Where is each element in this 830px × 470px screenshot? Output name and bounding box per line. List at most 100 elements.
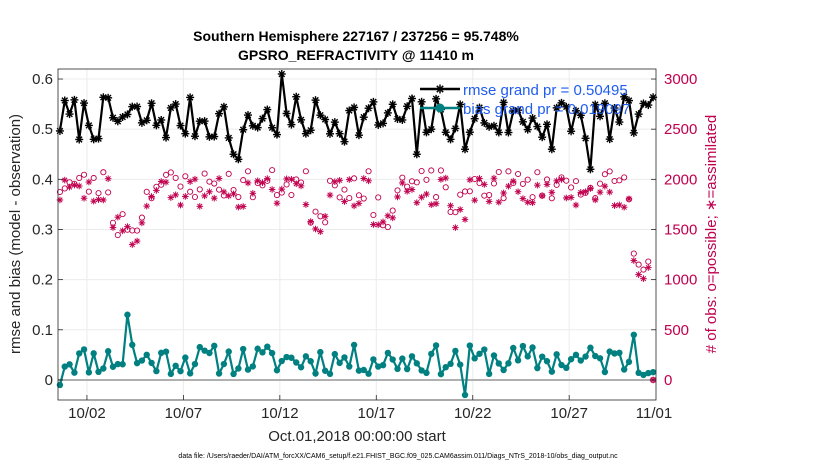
data-point-assimilated (239, 203, 247, 210)
series-assimilated (56, 174, 657, 384)
data-point-rmse (60, 96, 69, 105)
data-point-assimilated (264, 175, 271, 182)
data-point-bias (201, 347, 208, 354)
data-point-assimilated (148, 193, 155, 200)
data-point-assimilated (471, 196, 478, 204)
data-point-assimilated (591, 196, 599, 204)
data-point-possible (341, 186, 348, 193)
data-point-assimilated (273, 199, 281, 207)
y-axis-right-label: # of obs: o=possible; ∗=assimilated (703, 115, 720, 354)
data-point-rmse (629, 128, 638, 137)
data-point-possible (235, 193, 242, 201)
data-point-bias (548, 368, 556, 375)
data-point-possible (466, 188, 473, 195)
data-point-assimilated (283, 175, 290, 183)
data-point-rmse (147, 99, 156, 108)
data-point-bias (567, 355, 575, 363)
data-point-possible (114, 232, 121, 239)
data-point-assimilated (61, 176, 69, 184)
data-point-assimilated (128, 241, 136, 248)
data-point-rmse (644, 101, 653, 110)
data-point-possible (100, 169, 107, 176)
data-point-bias (543, 358, 551, 365)
data-point-assimilated (114, 213, 122, 221)
data-point-bias (394, 365, 401, 373)
data-point-assimilated (331, 178, 339, 186)
plot-frame (57, 68, 657, 401)
data-point-assimilated (476, 175, 483, 182)
data-point-bias (211, 342, 218, 350)
data-point-possible (312, 208, 319, 215)
data-point-rmse (393, 114, 402, 123)
y-right-tick-label: 3000 (664, 71, 697, 88)
data-point-rmse (311, 96, 320, 105)
data-point-bias (129, 341, 136, 349)
data-point-assimilated (297, 182, 305, 190)
data-point-assimilated (370, 221, 377, 228)
data-point-assimilated (191, 175, 199, 183)
data-point-rmse (94, 134, 103, 143)
data-point-rmse (586, 165, 595, 174)
data-point-assimilated (206, 188, 213, 196)
data-point-rmse (306, 126, 315, 135)
data-point-rmse (388, 100, 397, 109)
data-point-rmse (186, 93, 195, 102)
data-point-assimilated (133, 237, 141, 245)
data-point-possible (370, 211, 377, 219)
data-point-bias (66, 361, 73, 368)
data-point-bias (177, 367, 184, 375)
data-point-assimilated (104, 175, 112, 182)
data-point-possible (423, 176, 430, 183)
y-right-tick-label: 500 (664, 322, 689, 339)
data-point-bias (71, 369, 78, 376)
data-point-possible (534, 169, 541, 176)
data-point-possible (351, 175, 358, 182)
data-point-bias (389, 356, 396, 363)
data-point-possible (442, 184, 449, 191)
data-point-rmse (620, 92, 629, 101)
data-point-assimilated (427, 201, 435, 208)
data-point-possible (355, 192, 362, 199)
data-point-bias (452, 347, 459, 355)
data-point-bias (437, 370, 445, 378)
data-point-assimilated (317, 228, 324, 235)
y-right-tick-label: 0 (664, 372, 672, 389)
data-point-bias (230, 370, 237, 378)
data-point-bias (90, 350, 97, 357)
data-point-rmse (369, 97, 378, 106)
data-point-bias (220, 360, 228, 368)
x-tick-label: 11/01 (636, 405, 672, 422)
data-point-bias (85, 369, 93, 376)
data-point-bias (640, 371, 647, 379)
data-point-rmse (80, 99, 89, 108)
data-point-assimilated (389, 214, 396, 222)
data-point-bias (346, 363, 353, 370)
data-point-assimilated (172, 191, 179, 199)
data-point-assimilated (432, 200, 440, 207)
data-point-possible (302, 168, 309, 175)
data-point-rmse (417, 97, 426, 106)
data-point-rmse (528, 114, 537, 123)
data-point-assimilated (162, 178, 170, 186)
data-point-rmse (494, 128, 503, 137)
data-point-bias (133, 359, 141, 367)
data-point-bias (186, 370, 194, 377)
data-point-rmse (321, 115, 330, 124)
data-point-possible (177, 183, 184, 190)
y-axis-right: 0 500 1000 1500 2000 2500 3000 (651, 71, 697, 389)
data-point-assimilated (350, 202, 358, 210)
data-point-rmse (219, 102, 228, 111)
footnote-data-file: data file: /Users/raeder/DAI/ATM_forcXX/… (178, 453, 618, 460)
data-point-rmse (123, 110, 132, 119)
data-point-bias (317, 348, 324, 356)
data-point-rmse (552, 103, 561, 112)
y-left-tick-label: 0 (45, 372, 53, 389)
y-left-tick-label: 0.1 (32, 322, 53, 339)
data-point-assimilated (71, 181, 78, 189)
data-point-bias (302, 353, 310, 360)
data-point-bias (418, 367, 425, 374)
data-point-bias (457, 361, 464, 368)
data-point-rmse (292, 92, 301, 101)
data-point-assimilated (466, 176, 474, 184)
data-point-bias (114, 360, 122, 368)
